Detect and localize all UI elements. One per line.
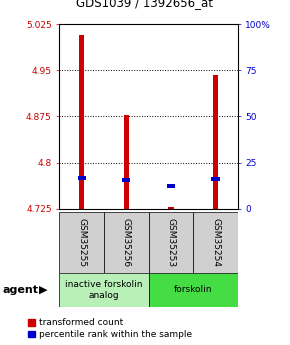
Bar xyxy=(59,273,148,307)
Bar xyxy=(122,178,130,183)
Text: ▶: ▶ xyxy=(39,285,48,295)
Bar xyxy=(148,273,238,307)
Text: agent: agent xyxy=(3,285,39,295)
Bar xyxy=(124,115,129,209)
Text: GDS1039 / 1392656_at: GDS1039 / 1392656_at xyxy=(77,0,213,9)
Bar xyxy=(148,212,193,273)
Legend: transformed count, percentile rank within the sample: transformed count, percentile rank withi… xyxy=(28,318,192,339)
Bar xyxy=(78,176,86,180)
Bar xyxy=(211,177,220,181)
Text: forskolin: forskolin xyxy=(174,285,213,294)
Bar xyxy=(79,34,84,209)
Text: GSM35254: GSM35254 xyxy=(211,218,220,267)
Bar xyxy=(213,75,218,209)
Bar xyxy=(59,212,104,273)
Bar xyxy=(167,184,175,188)
Bar xyxy=(168,207,174,209)
Bar xyxy=(193,212,238,273)
Text: inactive forskolin
analog: inactive forskolin analog xyxy=(65,280,143,299)
Text: GSM35255: GSM35255 xyxy=(77,218,86,267)
Text: GSM35253: GSM35253 xyxy=(166,218,175,267)
Text: GSM35256: GSM35256 xyxy=(122,218,131,267)
Bar xyxy=(104,212,148,273)
